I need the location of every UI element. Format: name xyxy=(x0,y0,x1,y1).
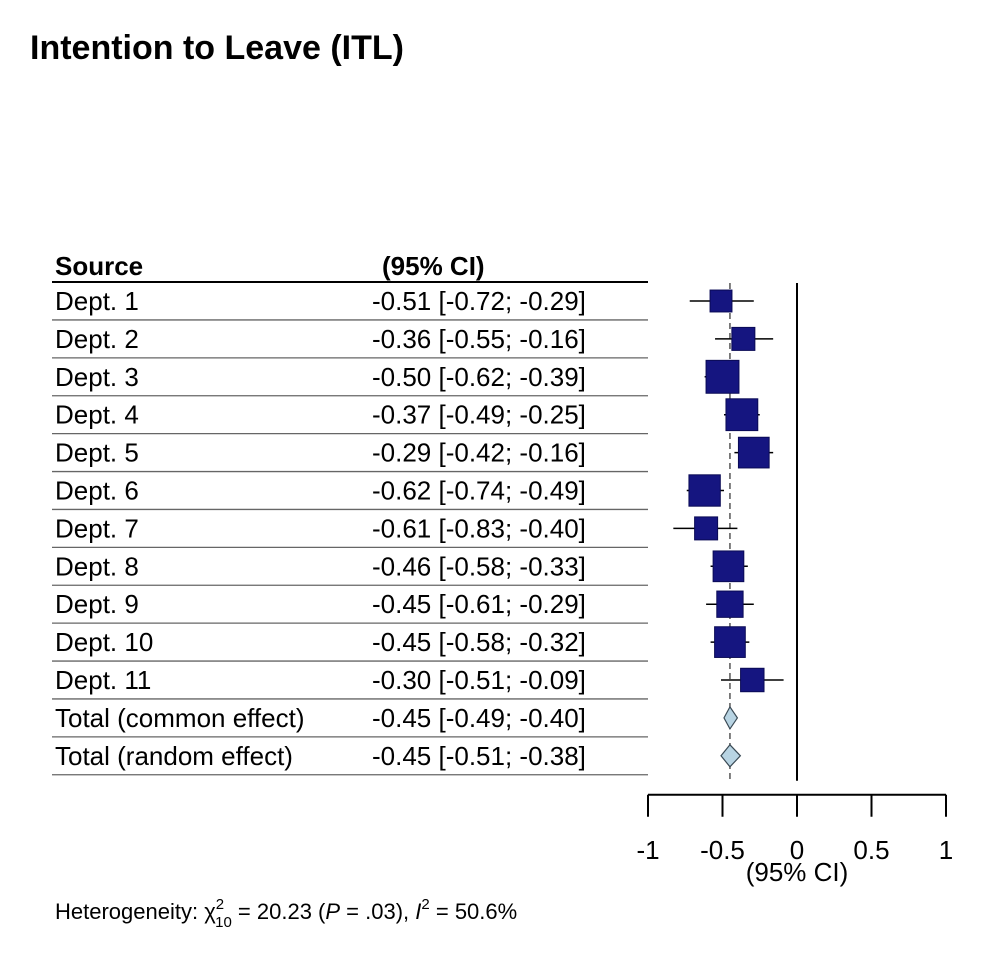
row-ci-text-dept-2: -0.36 [-0.55; -0.16] xyxy=(372,324,586,354)
estimate-square-dept-7 xyxy=(694,516,719,541)
row-label-total-random-effect: Total (random effect) xyxy=(55,741,293,771)
column-header-ci: (95% CI) xyxy=(382,251,485,281)
row-label-dept-10: Dept. 10 xyxy=(55,627,153,657)
estimate-square-dept-6 xyxy=(688,474,721,507)
het-chi-superscript: 2 xyxy=(216,896,224,913)
het-chi-subscript: 10 xyxy=(215,914,232,931)
estimate-square-dept-3 xyxy=(705,359,740,394)
row-ci-text-dept-1: -0.51 [-0.72; -0.29] xyxy=(372,286,586,316)
x-tick-label: 0 xyxy=(790,835,804,865)
estimate-square-dept-9 xyxy=(716,590,744,618)
row-label-dept-11: Dept. 11 xyxy=(55,665,151,695)
row-ci-text-dept-5: -0.29 [-0.42; -0.16] xyxy=(372,438,586,468)
estimate-square-dept-10 xyxy=(714,626,746,658)
row-label-total-common-effect: Total (common effect) xyxy=(55,703,305,733)
het-chi-value: = 20.23 ( xyxy=(232,899,326,924)
het-i-superscript: 2 xyxy=(421,896,429,913)
row-label-dept-2: Dept. 2 xyxy=(55,324,139,354)
pooled-diamond-total-common-effect xyxy=(723,705,739,731)
heterogeneity-note: Heterogeneity: χ2 10 = 20.23 (P = .03), I… xyxy=(55,896,517,931)
row-ci-text-dept-4: -0.37 [-0.49; -0.25] xyxy=(372,400,586,430)
row-ci-text-dept-10: -0.45 [-0.58; -0.32] xyxy=(372,627,586,657)
column-header-source: Source xyxy=(55,251,143,281)
estimate-square-dept-4 xyxy=(725,398,759,432)
het-chi-symbol: χ xyxy=(204,899,216,924)
chart-title: Intention to Leave (ITL) xyxy=(30,29,404,67)
row-ci-text-dept-3: -0.50 [-0.62; -0.39] xyxy=(372,362,586,392)
row-ci-text-dept-11: -0.30 [-0.51; -0.09] xyxy=(372,665,586,695)
row-ci-text-dept-8: -0.46 [-0.58; -0.33] xyxy=(372,551,586,581)
plot-area xyxy=(673,283,798,781)
row-label-dept-3: Dept. 3 xyxy=(55,362,139,392)
het-p-symbol: P xyxy=(325,899,340,924)
x-tick-label: -1 xyxy=(636,835,659,865)
row-label-dept-7: Dept. 7 xyxy=(55,513,139,543)
estimate-square-dept-5 xyxy=(737,436,770,469)
x-tick-label: -0.5 xyxy=(700,835,745,865)
x-tick-label: 0.5 xyxy=(853,835,889,865)
row-label-dept-6: Dept. 6 xyxy=(55,476,139,506)
het-p-value: = .03), xyxy=(340,899,415,924)
x-axis: -1 -0.5 0 0.5 1 xyxy=(636,793,953,865)
table-rows: Dept. 1 -0.51 [-0.72; -0.29] Dept. 2 -0.36 … xyxy=(55,286,586,771)
row-ci-text-total-common-effect: -0.45 [-0.49; -0.40] xyxy=(372,703,586,733)
row-ci-text-dept-6: -0.62 [-0.74; -0.49] xyxy=(372,476,586,506)
pooled-diamond-total-random-effect xyxy=(720,743,742,768)
row-label-dept-5: Dept. 5 xyxy=(55,438,139,468)
x-axis-label: (95% CI) xyxy=(746,857,849,887)
estimate-square-dept-1 xyxy=(709,289,733,313)
het-i-value: = 50.6% xyxy=(430,899,517,924)
row-ci-text-dept-7: -0.61 [-0.83; -0.40] xyxy=(372,513,586,543)
estimate-square-dept-11 xyxy=(740,667,765,693)
row-ci-text-dept-9: -0.45 [-0.61; -0.29] xyxy=(372,589,586,619)
row-label-dept-8: Dept. 8 xyxy=(55,551,139,581)
row-label-dept-1: Dept. 1 xyxy=(55,286,139,316)
het-prefix: Heterogeneity: xyxy=(55,899,204,924)
estimate-square-dept-2 xyxy=(731,326,756,351)
row-rules xyxy=(52,281,648,776)
estimate-square-dept-8 xyxy=(712,550,745,583)
het-i-symbol: I xyxy=(415,899,421,924)
row-label-dept-9: Dept. 9 xyxy=(55,589,139,619)
row-ci-text-total-random-effect: -0.45 [-0.51; -0.38] xyxy=(372,741,586,771)
row-label-dept-4: Dept. 4 xyxy=(55,400,139,430)
x-tick-label: 1 xyxy=(939,835,953,865)
